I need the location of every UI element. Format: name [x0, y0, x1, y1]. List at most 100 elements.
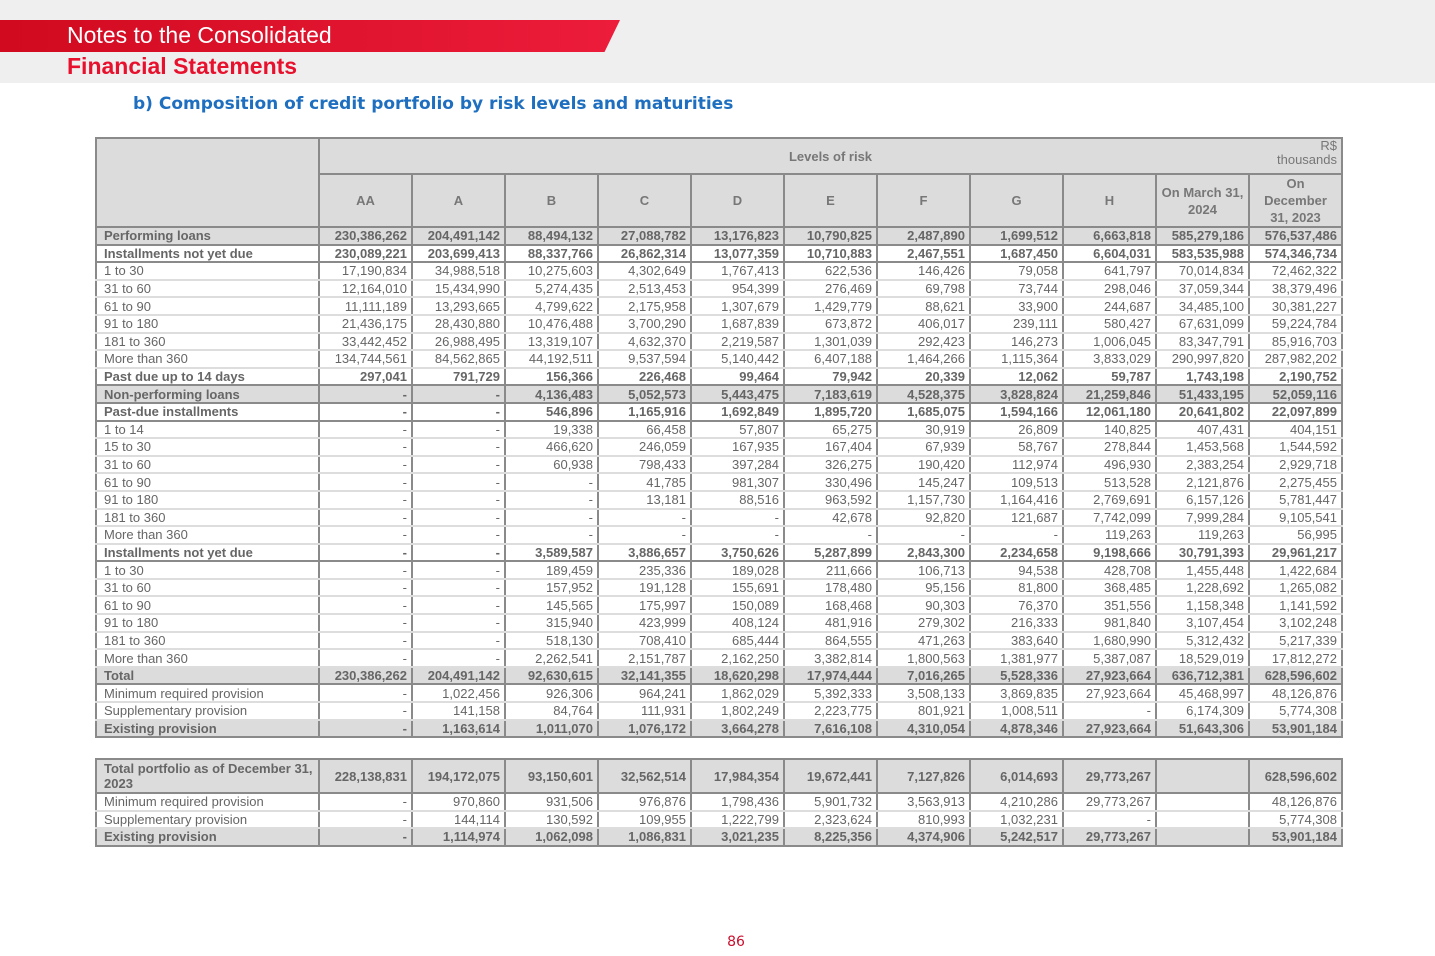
row-label: Performing loans	[95, 226, 320, 246]
table-row: Installments not yet due - -3,589,587 3,886…	[95, 542, 1343, 563]
value-cell: 981,840	[1062, 614, 1157, 633]
value-cell: 230,386,262	[318, 665, 413, 686]
value-cell: 404,151	[1248, 420, 1343, 440]
row-label: 31 to 60	[95, 279, 320, 299]
value-cell: 2,262,541	[504, 649, 599, 668]
value-cell: 57,807	[690, 420, 785, 440]
value-cell: 1,798,436	[690, 793, 785, 812]
value-cell: 2,223,775	[783, 702, 878, 721]
value-cell: 685,444	[690, 631, 785, 651]
value-cell: 48,126,876	[1248, 793, 1343, 812]
value-cell: -	[411, 542, 506, 563]
value-cell: 407,431	[1155, 420, 1250, 440]
value-cell: 52,059,116	[1248, 384, 1343, 404]
table-row: Minimum required provision -1,022,456 926,…	[95, 684, 1343, 704]
value-cell: 85,916,703	[1248, 332, 1343, 352]
value-cell: 5,274,435	[504, 279, 599, 299]
value-cell: 2,487,890	[876, 226, 971, 246]
section-subtitle: Financial Statements	[67, 53, 298, 79]
table-row: 91 to 180 21,436,175 28,430,880 10,476,488 3…	[95, 314, 1343, 334]
table-row: Total 230,386,262 204,491,142 92,630,615 32,…	[95, 665, 1343, 686]
value-cell: -	[411, 473, 506, 492]
value-cell: 37,059,344	[1155, 279, 1250, 299]
value-cell: 9,198,666	[1062, 542, 1157, 563]
value-cell: 798,433	[597, 455, 692, 475]
value-cell: 4,632,370	[597, 332, 692, 352]
value-cell: 641,797	[1062, 262, 1157, 281]
value-cell: 175,997	[597, 596, 692, 616]
value-cell: 1,008,511	[969, 702, 1064, 721]
value-cell: 290,997,820	[1155, 350, 1250, 369]
value-cell: 5,387,087	[1062, 649, 1157, 668]
table-row: Total portfolio as of December 31, 2023 2…	[95, 758, 1343, 794]
value-cell: 5,901,732	[783, 793, 878, 812]
value-cell: 6,663,818	[1062, 226, 1157, 246]
value-cell: 1,006,045	[1062, 332, 1157, 352]
value-cell: 53,901,184	[1248, 827, 1343, 847]
value-cell: 1,685,075	[876, 401, 971, 422]
table-row: 181 to 360- -518,130 708,410 685,444 864,555…	[95, 631, 1343, 651]
value-cell: 7,183,619	[783, 384, 878, 404]
value-cell: 84,562,865	[411, 350, 506, 369]
value-cell: 298,046	[1062, 279, 1157, 299]
value-cell: 292,423	[876, 332, 971, 352]
value-cell: -	[318, 684, 413, 704]
column-header: A	[411, 173, 506, 228]
table-row: Existing provision -1,163,614 1,011,070 1,0…	[95, 718, 1343, 739]
value-cell: 2,234,658	[969, 542, 1064, 563]
row-label: Past-due installments	[95, 401, 320, 422]
value-cell: 33,442,452	[318, 332, 413, 352]
value-cell: 60,938	[504, 455, 599, 475]
value-cell: 157,952	[504, 578, 599, 598]
value-cell: 235,336	[597, 561, 692, 580]
value-cell: 2,467,551	[876, 243, 971, 264]
value-cell: 3,700,290	[597, 314, 692, 334]
value-cell: 204,491,142	[411, 665, 506, 686]
table-row: Minimum required provision -970,860 931,50…	[95, 793, 1343, 812]
value-cell: 5,140,442	[690, 350, 785, 369]
value-cell: 276,469	[783, 279, 878, 299]
value-cell: 1,381,977	[969, 649, 1064, 668]
value-cell: 17,812,272	[1248, 649, 1343, 668]
value-cell: 1,114,974	[411, 827, 506, 847]
row-label: More than 360	[95, 526, 320, 545]
value-cell: 17,974,444	[783, 665, 878, 686]
value-cell: 496,930	[1062, 455, 1157, 475]
value-cell: 636,712,381	[1155, 665, 1250, 686]
value-cell: 145,247	[876, 473, 971, 492]
row-label: 31 to 60	[95, 455, 320, 475]
value-cell: 1,453,568	[1155, 438, 1250, 457]
value-cell: 119,263	[1062, 526, 1157, 545]
row-label: Existing provision	[95, 827, 320, 847]
value-cell: 3,589,587	[504, 542, 599, 563]
row-label: 31 to 60	[95, 578, 320, 598]
value-cell: 189,028	[690, 561, 785, 580]
value-cell: 13,319,107	[504, 332, 599, 352]
value-cell: -	[318, 526, 413, 545]
table-row: Installments not yet due 230,089,221 203,6…	[95, 243, 1343, 264]
value-cell: 1,594,166	[969, 401, 1064, 422]
table-row: 181 to 360- - - - -42,678 92,820 121,687 7,742,…	[95, 508, 1343, 528]
value-cell: 673,872	[783, 314, 878, 334]
value-cell: 109,513	[969, 473, 1064, 492]
value-cell: 7,616,108	[783, 718, 878, 739]
value-cell: -	[411, 596, 506, 616]
value-cell: 964,241	[597, 684, 692, 704]
value-cell: -	[318, 578, 413, 598]
value-cell: 27,923,664	[1062, 718, 1157, 739]
value-cell: 2,769,691	[1062, 490, 1157, 510]
value-cell: 70,014,834	[1155, 262, 1250, 281]
value-cell: 791,729	[411, 366, 506, 387]
value-cell: 1,464,266	[876, 350, 971, 369]
value-cell: 189,459	[504, 561, 599, 580]
value-cell: 5,392,333	[783, 684, 878, 704]
value-cell: 368,485	[1062, 578, 1157, 598]
header-red-bar	[0, 20, 620, 52]
value-cell: -	[318, 596, 413, 616]
table-row: Past due up to 14 days 297,041 791,729 156,…	[95, 366, 1343, 387]
row-label: Supplementary provision	[95, 702, 320, 721]
value-cell: 4,878,346	[969, 718, 1064, 739]
value-cell: 28,430,880	[411, 314, 506, 334]
row-label: Non-performing loans	[95, 384, 320, 404]
value-cell: 7,999,284	[1155, 508, 1250, 528]
